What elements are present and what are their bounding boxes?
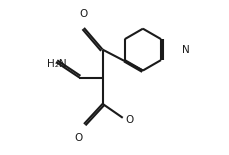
Text: N: N [182, 45, 189, 55]
Text: H₂N: H₂N [46, 59, 66, 69]
Text: O: O [74, 133, 82, 143]
Text: O: O [125, 115, 133, 125]
Text: O: O [79, 9, 87, 19]
